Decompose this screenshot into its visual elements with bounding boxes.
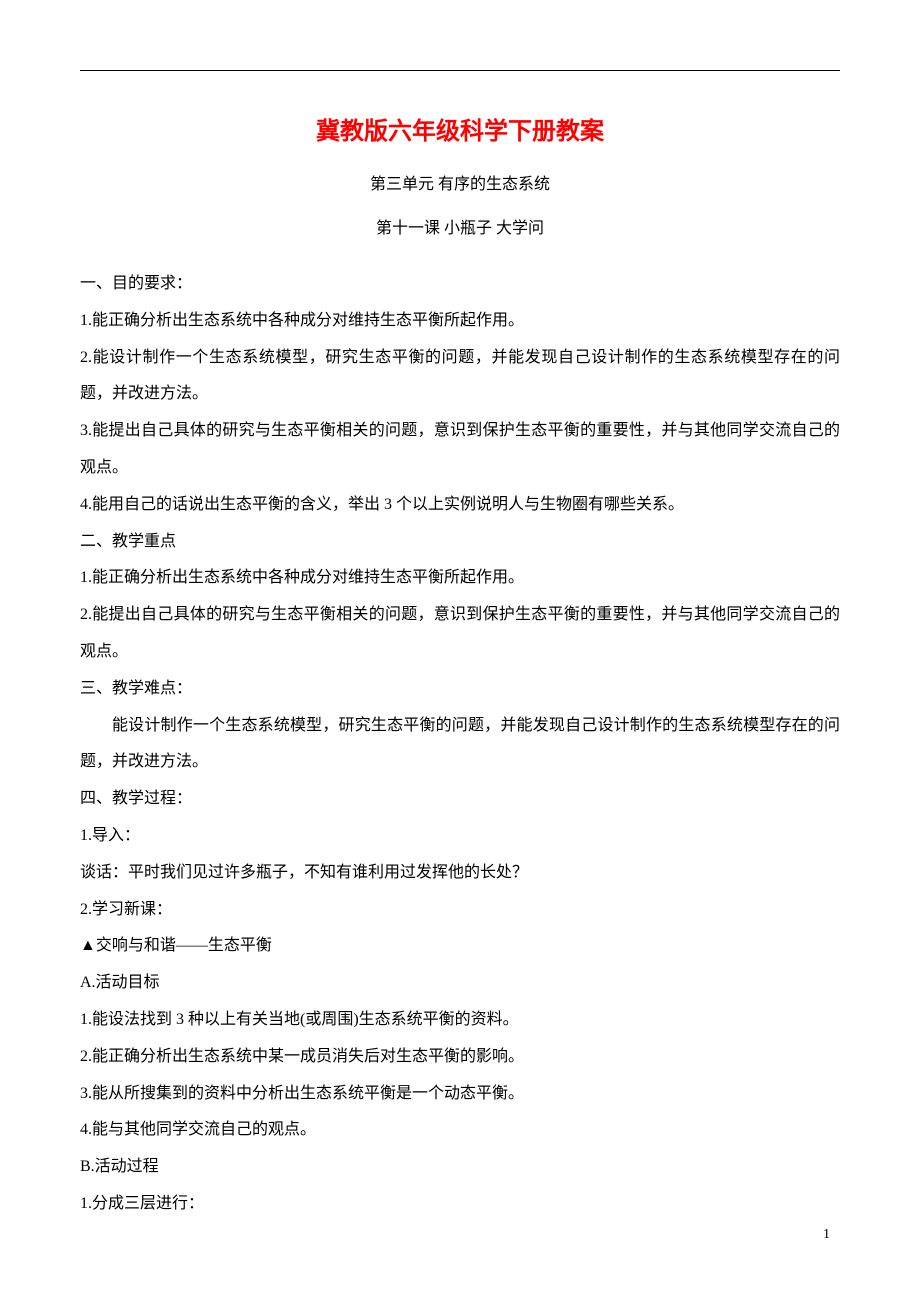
unit-subtitle: 第三单元 有序的生态系统 (80, 170, 840, 194)
section-1-item-1: 1.能正确分析出生态系统中各种成分对维持生态平衡所起作用。 (80, 303, 840, 340)
section-3-body: 能设计制作一个生态系统模型，研究生态平衡的问题，并能发现自己设计制作的生态系统模… (80, 708, 840, 782)
page-number: 1 (823, 1227, 830, 1243)
section-4-topic: ▲交响与和谐——生态平衡 (80, 928, 840, 965)
section-4-b-item-1: 1.分成三层进行： (80, 1186, 840, 1223)
lesson-subtitle: 第十一课 小瓶子 大学问 (80, 214, 840, 238)
section-4-a-header: A.活动目标 (80, 965, 840, 1002)
section-1-item-2: 2.能设计制作一个生态系统模型，研究生态平衡的问题，并能发现自己设计制作的生态系… (80, 340, 840, 414)
section-4-intro-1: 1.导入： (80, 818, 840, 855)
section-4-a-item-3: 3.能从所搜集到的资料中分析出生态系统平衡是一个动态平衡。 (80, 1076, 840, 1113)
section-4-intro-2: 2.学习新课： (80, 892, 840, 929)
section-1-item-3: 3.能提出自己具体的研究与生态平衡相关的问题，意识到保护生态平衡的重要性，并与其… (80, 413, 840, 487)
section-2-header: 二、教学重点 (80, 524, 840, 561)
section-1-item-4: 4.能用自己的话说出生态平衡的含义，举出 3 个以上实例说明人与生物圈有哪些关系… (80, 487, 840, 524)
section-4-a-item-1: 1.能设法找到 3 种以上有关当地(或周围)生态系统平衡的资料。 (80, 1002, 840, 1039)
section-4-a-item-4: 4.能与其他同学交流自己的观点。 (80, 1112, 840, 1149)
section-4-header: 四、教学过程： (80, 781, 840, 818)
section-2-item-2: 2.能提出自己具体的研究与生态平衡相关的问题，意识到保护生态平衡的重要性，并与其… (80, 597, 840, 671)
section-4-a-item-2: 2.能正确分析出生态系统中某一成员消失后对生态平衡的影响。 (80, 1039, 840, 1076)
top-horizontal-rule (80, 70, 840, 71)
section-3-header: 三、教学难点： (80, 671, 840, 708)
section-4-talk: 谈话：平时我们见过许多瓶子，不知有谁利用过发挥他的长处？ (80, 855, 840, 892)
document-title: 冀教版六年级科学下册教案 (80, 111, 840, 146)
section-4-b-header: B.活动过程 (80, 1149, 840, 1186)
section-2-item-1: 1.能正确分析出生态系统中各种成分对维持生态平衡所起作用。 (80, 560, 840, 597)
document-page: 冀教版六年级科学下册教案 第三单元 有序的生态系统 第十一课 小瓶子 大学问 一… (0, 0, 920, 1263)
section-1-header: 一、目的要求： (80, 266, 840, 303)
